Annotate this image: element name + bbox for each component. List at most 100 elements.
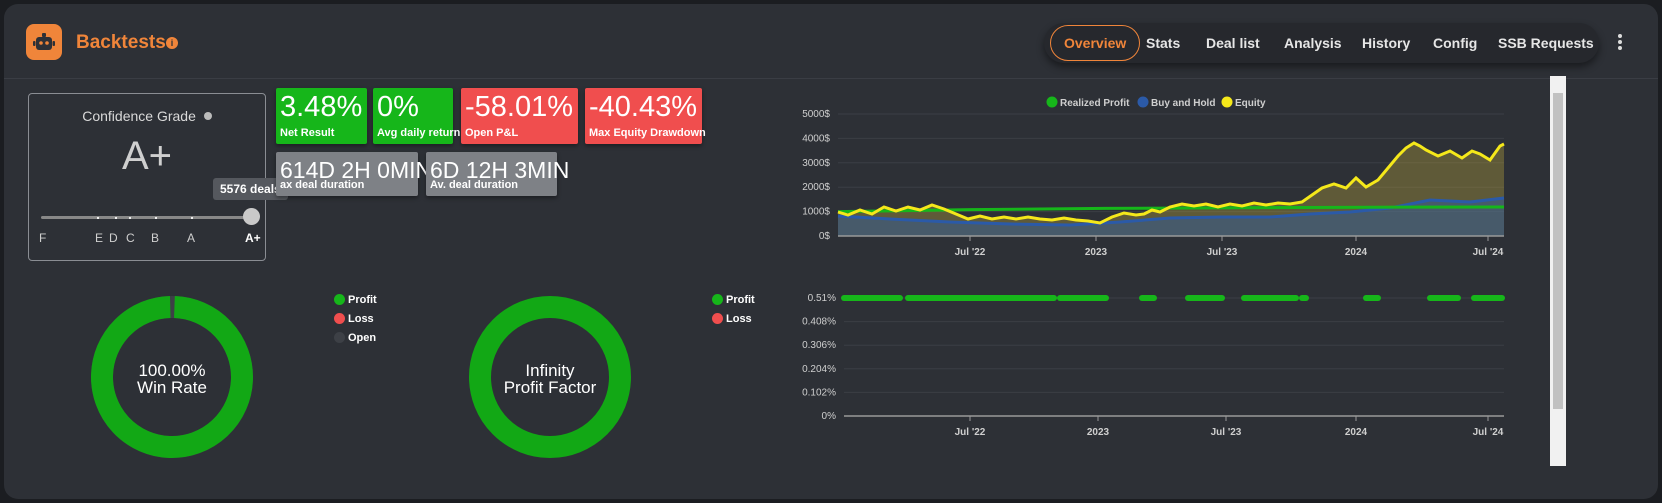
deals-tooltip: 5576 deals — [213, 178, 288, 200]
confidence-grade-title: Confidence Grade — [29, 108, 265, 124]
profit-factor-value: Infinity — [525, 361, 575, 380]
legend-item-loss[interactable]: Loss — [334, 313, 377, 325]
return-chart-grid — [844, 297, 1504, 417]
win-rate-label: Win Rate — [137, 378, 207, 397]
x-tick-label: Jul '23 — [1211, 427, 1242, 438]
slider-tick — [97, 217, 99, 219]
loss-dot-icon — [334, 313, 345, 324]
y-tick-label: 5000$ — [802, 109, 830, 120]
legend-label[interactable]: Equity — [1235, 98, 1266, 109]
return-chart-axes: 0% 0.102% 0.204% 0.306% 0.408% 0.51% Jul '22 20… — [802, 293, 1504, 438]
y-tick-label: 3000$ — [802, 158, 830, 169]
loss-dot-icon — [712, 313, 723, 324]
legend-item-open[interactable]: Open — [334, 332, 377, 344]
slider-tick — [191, 217, 193, 219]
x-tick-label: Jul '22 — [955, 427, 986, 438]
equity-line[interactable] — [837, 141, 1505, 225]
tab-analysis[interactable]: Analysis — [1284, 35, 1342, 51]
grade-label-d: D — [109, 231, 118, 245]
scrollbar-thumb[interactable] — [1553, 93, 1563, 409]
win-rate-profit-arc[interactable] — [91, 296, 253, 458]
stat-value: 6D 12H 3MIN — [430, 157, 570, 183]
legend-item-profit[interactable]: Profit — [712, 294, 755, 306]
x-tick-label: Jul '24 — [1473, 427, 1504, 438]
tab-config[interactable]: Config — [1433, 35, 1478, 51]
x-tick-label: 2023 — [1085, 247, 1108, 258]
legend-label[interactable]: Buy and Hold — [1151, 98, 1215, 109]
stat-label: Open P&L — [465, 127, 519, 139]
stat-label: ax deal duration — [280, 179, 365, 191]
legend-item-loss[interactable]: Loss — [712, 313, 755, 325]
x-tick-label: Jul '24 — [1473, 247, 1504, 258]
x-tick-label: 2023 — [1087, 427, 1110, 438]
stat-label: Avg daily return — [377, 127, 461, 139]
stat-label: Max Equity Drawdown — [589, 127, 706, 139]
slider-tick — [155, 217, 157, 219]
equity-chart-axes: 0$ 1000$ 2000$ 3000$ 4000$ 5000$ Jul '22 2023 Ju… — [802, 109, 1504, 258]
y-tick-label: 0.408% — [802, 317, 836, 328]
max-deal-duration-card: 614D 2H 0MIN ax deal duration — [276, 152, 432, 196]
legend-label[interactable]: Realized Profit — [1060, 98, 1130, 109]
profit-factor-text: Infinity Profit Factor — [490, 362, 610, 396]
page-title: Backtests — [76, 32, 166, 53]
bot-logo-icon — [26, 24, 62, 60]
buy-hold-line[interactable] — [837, 196, 1505, 227]
grade-label-b: B — [151, 231, 160, 245]
stat-value: 3.48% — [280, 91, 363, 123]
daily-return-chart: 0% 0.102% 0.204% 0.306% 0.408% 0.51% Jul '22 20… — [802, 293, 1505, 438]
y-tick-label: 0.204% — [802, 364, 836, 375]
profit-factor-donut — [469, 296, 631, 458]
win-rate-value: 100.00% — [138, 361, 206, 380]
confidence-grade-value: A+ — [121, 134, 173, 178]
buy-hold-area — [838, 198, 1504, 236]
grade-label-c: C — [126, 231, 135, 245]
y-tick-label: 0% — [822, 411, 837, 422]
stat-label: Av. deal duration — [430, 179, 519, 191]
y-tick-label: 2000$ — [802, 182, 830, 193]
stat-value: 0% — [377, 91, 419, 123]
slider-tick — [115, 217, 117, 219]
slider-tick — [129, 217, 131, 219]
win-rate-donut — [91, 296, 253, 458]
stat-label: Net Result — [280, 127, 335, 139]
y-tick-label: 1000$ — [802, 207, 830, 218]
more-options-icon[interactable] — [1610, 32, 1630, 56]
equity-chart: Realized Profit Buy and Hold Equity 0$ 1000… — [802, 96, 1505, 258]
backtests-panel: Backtests i Overview Stats Deal list Ana… — [4, 4, 1658, 499]
av-deal-duration-card: 6D 12H 3MIN Av. deal duration — [426, 152, 569, 196]
confidence-grade-card: Confidence Grade A+ 5576 deals F E D C B… — [28, 93, 288, 261]
max-equity-drawdown-card: -40.43% Max Equity Drawdown — [585, 88, 706, 144]
grade-label-e: E — [95, 231, 104, 245]
grade-slider-thumb[interactable] — [243, 208, 260, 225]
open-pnl-card: -58.01% Open P&L — [461, 88, 578, 144]
grade-label-f: F — [39, 231, 47, 245]
y-tick-label: 0.306% — [802, 340, 836, 351]
stat-value: -58.01% — [465, 91, 574, 123]
legend-dot-icon — [1221, 96, 1233, 108]
profit-factor-arc[interactable] — [469, 296, 631, 458]
stat-value: -40.43% — [589, 91, 698, 123]
legend-item-profit[interactable]: Profit — [334, 294, 377, 306]
y-tick-label: 4000$ — [802, 133, 830, 144]
y-tick-label: 0$ — [819, 231, 831, 242]
info-icon[interactable] — [203, 112, 212, 120]
tab-stats[interactable]: Stats — [1146, 35, 1181, 51]
tab-bar: Overview Stats Deal list Analysis Histor… — [1044, 23, 1599, 63]
stat-value: 614D 2H 0MIN — [280, 157, 433, 183]
tab-deal-list[interactable]: Deal list — [1206, 35, 1260, 51]
panel-header: Backtests i Overview Stats Deal list Ana… — [4, 4, 1658, 79]
tab-ssb-requests[interactable]: SSB Requests — [1498, 35, 1594, 51]
profit-factor-legend: Profit Loss — [712, 294, 755, 325]
x-tick-label: 2024 — [1345, 427, 1368, 438]
profit-factor-label: Profit Factor — [503, 378, 597, 397]
win-rate-legend: Profit Loss Open — [334, 294, 377, 344]
legend-dot-icon — [1137, 96, 1149, 108]
tab-overview[interactable]: Overview — [1050, 25, 1141, 61]
y-tick-label: 0.102% — [802, 387, 836, 398]
x-tick-label: 2024 — [1345, 247, 1368, 258]
legend-dot-icon — [1046, 96, 1058, 108]
info-icon[interactable]: i — [166, 37, 178, 49]
open-dot-icon — [334, 332, 345, 343]
grade-slider-track[interactable] — [41, 216, 253, 219]
tab-history[interactable]: History — [1362, 35, 1411, 51]
